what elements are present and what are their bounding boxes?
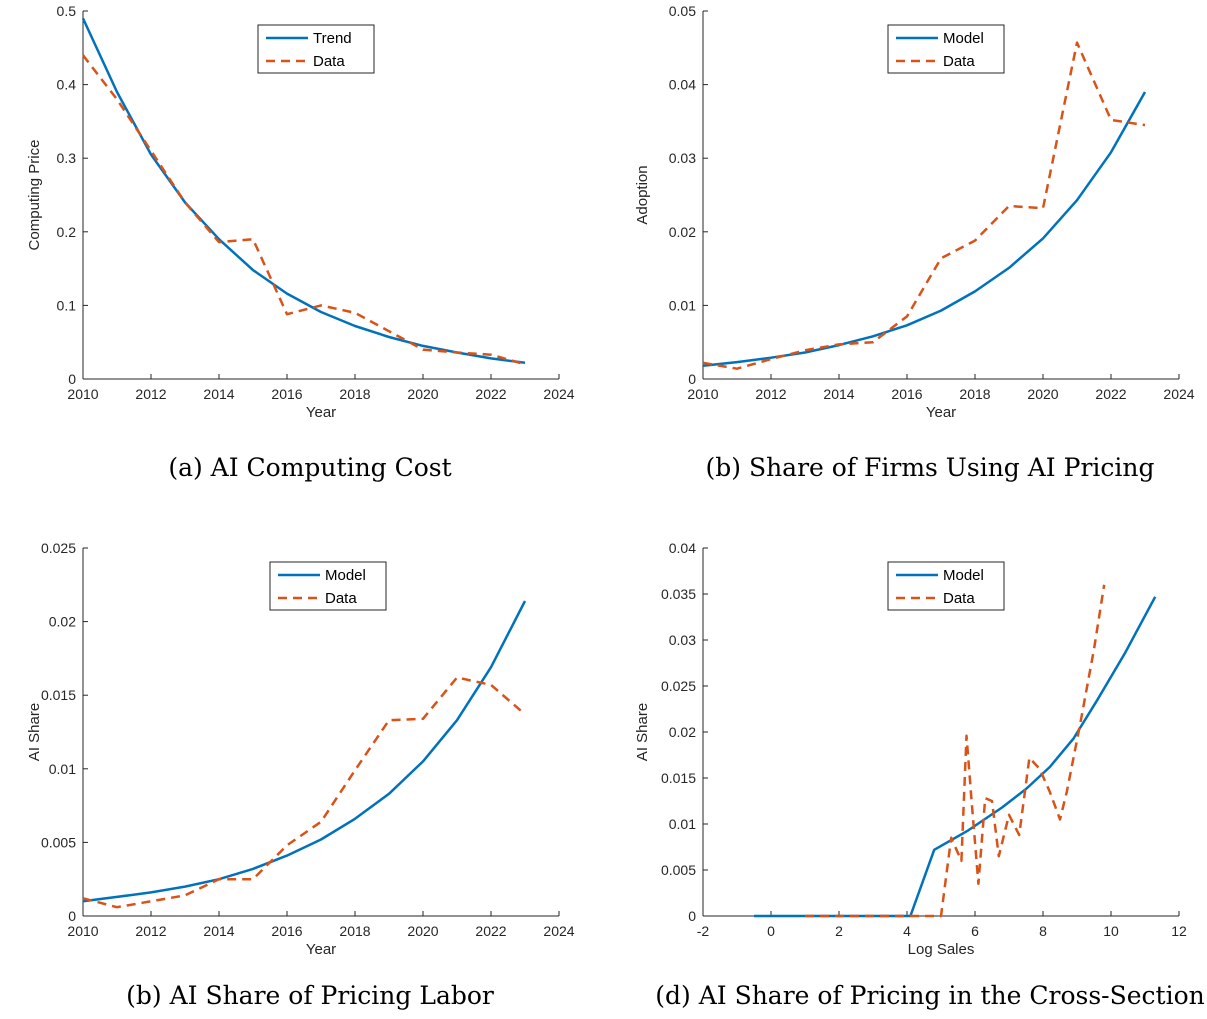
y-axis-label: Computing Price xyxy=(26,140,43,251)
series-line-model xyxy=(702,91,1147,368)
y-tick-label: 0.005 xyxy=(41,834,76,850)
legend: Trend Data xyxy=(257,24,375,74)
x-tick-label: 2012 xyxy=(135,923,166,939)
y-tick-label: 0 xyxy=(688,908,696,924)
y-tick-label: 0.005 xyxy=(661,862,696,878)
series-line-model xyxy=(82,600,527,903)
y-tick-label: 0.3 xyxy=(57,150,77,166)
panel-ai-share-cross-section: (d) AI Share of Pricing in the Cross-Sec… xyxy=(634,540,1205,1010)
y-tick-label: 0.02 xyxy=(49,614,76,630)
x-tick-label: 2018 xyxy=(339,923,370,939)
x-tick-label: 2016 xyxy=(271,923,302,939)
legend: Model Data xyxy=(269,561,387,611)
panel-adoption: (b) Share of Firms Using AI Pricing 2010… xyxy=(634,3,1195,482)
y-tick-label: 0.015 xyxy=(41,687,76,703)
y-tick-label: 0.4 xyxy=(57,77,77,93)
x-tick-label: 2024 xyxy=(543,386,574,402)
legend-box xyxy=(257,24,375,74)
y-tick-label: 0.03 xyxy=(669,150,696,166)
legend-label: Model xyxy=(943,567,984,584)
x-tick-label: 2 xyxy=(835,923,843,939)
x-tick-label: -2 xyxy=(697,923,710,939)
legend-box xyxy=(887,561,1005,611)
y-tick-label: 0.05 xyxy=(669,3,696,19)
x-tick-label: 2022 xyxy=(475,923,506,939)
y-tick-label: 0.04 xyxy=(669,540,696,556)
x-axis-label: Year xyxy=(926,404,956,421)
x-tick-label: 6 xyxy=(971,923,979,939)
x-tick-label: 2014 xyxy=(203,923,234,939)
y-tick-label: 0.02 xyxy=(669,724,696,740)
x-tick-label: 2024 xyxy=(1163,386,1194,402)
y-tick-label: 0.1 xyxy=(57,297,77,313)
panel-computing-cost: (a) AI Computing Cost 2010 2012 2014 2016 20… xyxy=(26,3,575,482)
x-tick-label: 4 xyxy=(903,923,911,939)
x-tick-label: 8 xyxy=(1039,923,1047,939)
panel-caption: (b) Share of Firms Using AI Pricing xyxy=(706,453,1155,482)
x-axis-label: Year xyxy=(306,941,336,958)
panel-caption: (a) AI Computing Cost xyxy=(168,453,451,482)
legend-label: Trend xyxy=(313,30,352,47)
y-tick-label: 0 xyxy=(68,908,76,924)
x-tick-label: 2022 xyxy=(1095,386,1126,402)
x-tick-label: 2014 xyxy=(203,386,234,402)
y-tick-label: 0.015 xyxy=(661,770,696,786)
x-tick-label: 2014 xyxy=(823,386,854,402)
y-tick-label: 0.035 xyxy=(661,586,696,602)
series-line-data xyxy=(702,41,1146,370)
legend-box xyxy=(887,24,1005,74)
x-tick-label: 12 xyxy=(1171,923,1187,939)
legend-box xyxy=(269,561,387,611)
x-tick-label: 10 xyxy=(1103,923,1119,939)
x-tick-label: 0 xyxy=(767,923,775,939)
x-tick-label: 2022 xyxy=(475,386,506,402)
x-tick-label: 2018 xyxy=(959,386,990,402)
x-tick-label: 2020 xyxy=(1027,386,1058,402)
x-axis-label: Year xyxy=(306,404,336,421)
legend-label: Model xyxy=(325,567,366,584)
y-tick-label: 0.5 xyxy=(57,3,77,19)
y-tick-label: 0.01 xyxy=(669,816,696,832)
x-tick-label: 2020 xyxy=(407,923,438,939)
legend: Model Data xyxy=(887,24,1005,74)
series-line-data xyxy=(805,584,1106,918)
legend-label: Data xyxy=(313,53,345,70)
y-axis-label: AI Share xyxy=(634,703,651,761)
x-tick-label: 2016 xyxy=(271,386,302,402)
legend-label: Data xyxy=(943,53,975,70)
y-tick-label: 0.01 xyxy=(49,761,76,777)
series-line-data xyxy=(82,676,526,909)
y-tick-label: 0 xyxy=(688,371,696,387)
x-tick-label: 2012 xyxy=(755,386,786,402)
legend-label: Model xyxy=(943,30,984,47)
series-line-trend xyxy=(81,17,526,365)
panel-ai-share-labor: (b) AI Share of Pricing Labor 2010 2012 20… xyxy=(26,540,575,1010)
y-axis-label: AI Share xyxy=(26,703,43,761)
series-line-data xyxy=(82,54,526,366)
x-tick-label: 2016 xyxy=(891,386,922,402)
x-tick-label: 2018 xyxy=(339,386,370,402)
legend-label: Data xyxy=(325,590,357,607)
panel-caption: (b) AI Share of Pricing Labor xyxy=(126,981,494,1010)
y-tick-label: 0.03 xyxy=(669,632,696,648)
x-tick-label: 2024 xyxy=(543,923,574,939)
x-tick-label: 2010 xyxy=(67,386,98,402)
y-tick-label: 0.025 xyxy=(41,540,76,556)
legend: Model Data xyxy=(887,561,1005,611)
y-tick-label: 0.04 xyxy=(669,77,696,93)
y-axis-label: Adoption xyxy=(634,165,651,224)
x-tick-label: 2012 xyxy=(135,386,166,402)
x-tick-label: 2020 xyxy=(407,386,438,402)
x-tick-label: 2010 xyxy=(67,923,98,939)
x-tick-label: 2010 xyxy=(687,386,718,402)
y-tick-label: 0.02 xyxy=(669,224,696,240)
legend-label: Data xyxy=(943,590,975,607)
y-tick-label: 0.025 xyxy=(661,678,696,694)
y-tick-label: 0.01 xyxy=(669,297,696,313)
y-tick-label: 0 xyxy=(68,371,76,387)
panel-caption: (d) AI Share of Pricing in the Cross-Sec… xyxy=(655,981,1205,1010)
x-axis-label: Log Sales xyxy=(908,941,975,958)
y-tick-label: 0.2 xyxy=(57,224,77,240)
